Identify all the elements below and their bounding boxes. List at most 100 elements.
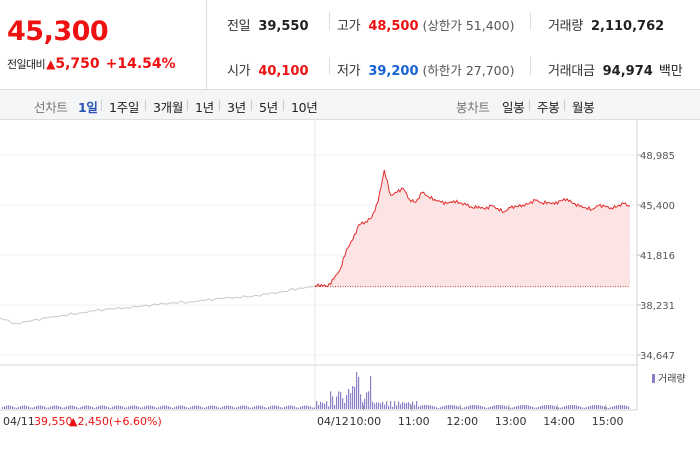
volume-bars bbox=[2, 372, 630, 409]
intraday-price-chart[interactable]: 48,985 45,400 41,816 38,231 34,647 10:00 11:0… bbox=[0, 120, 700, 450]
volume-bar bbox=[214, 405, 216, 409]
volume-bar bbox=[626, 405, 628, 409]
volume-bar bbox=[84, 405, 86, 409]
volume-bar bbox=[552, 405, 554, 409]
volume-bar bbox=[600, 405, 602, 409]
volume-bar bbox=[484, 407, 486, 409]
volume-bar bbox=[264, 407, 266, 409]
volume-bar bbox=[404, 403, 406, 409]
tab-1-week[interactable]: 1주일 bbox=[109, 100, 140, 115]
volume-bar bbox=[218, 407, 220, 409]
volume-bar bbox=[428, 405, 430, 409]
volume-bar bbox=[498, 405, 500, 409]
y-tick-label: 34,647 bbox=[640, 351, 675, 362]
volume-bar bbox=[118, 405, 120, 409]
volume-bar bbox=[126, 407, 128, 409]
volume-bar bbox=[40, 405, 42, 409]
volume-bar bbox=[236, 407, 238, 409]
volume-bar bbox=[480, 405, 482, 409]
volume-bar bbox=[262, 406, 264, 409]
volume-bar bbox=[366, 392, 368, 409]
chart-canvas[interactable]: 48,985 45,400 41,816 38,231 34,647 10:00 11:0… bbox=[0, 120, 700, 450]
volume-bar bbox=[190, 406, 192, 409]
volume-bar bbox=[88, 405, 90, 409]
volume-bar bbox=[72, 405, 74, 409]
volume-bar bbox=[368, 391, 370, 409]
volume-bar bbox=[56, 405, 58, 409]
volume-bar bbox=[392, 406, 394, 409]
volume-bar bbox=[194, 405, 196, 409]
volume-bar bbox=[502, 405, 504, 409]
volume-bar bbox=[228, 405, 230, 409]
volume-bar bbox=[50, 406, 52, 409]
y-axis-labels: 48,985 45,400 41,816 38,231 34,647 bbox=[640, 151, 675, 362]
volume-bar bbox=[30, 407, 32, 409]
volume-bar bbox=[468, 405, 470, 409]
y-tick-label: 48,985 bbox=[640, 151, 675, 162]
tab-1-day[interactable]: 1일 bbox=[78, 100, 98, 115]
volume-bar bbox=[530, 406, 532, 409]
volume-bar bbox=[304, 405, 306, 409]
volume-bar bbox=[90, 406, 92, 409]
volume-bar bbox=[286, 406, 288, 409]
volume-bar bbox=[380, 403, 382, 409]
volume-bar bbox=[390, 401, 392, 409]
volume-bar bbox=[234, 407, 236, 409]
volume-bar bbox=[176, 406, 178, 409]
volume-bar bbox=[296, 407, 298, 409]
volume-bar bbox=[134, 405, 136, 409]
volume-bar bbox=[312, 407, 314, 409]
volume-bar bbox=[384, 404, 386, 409]
volume-bar bbox=[438, 407, 440, 409]
tab-daily-candle[interactable]: 일봉 bbox=[502, 100, 525, 115]
volume-bar bbox=[328, 406, 330, 409]
volume-bar bbox=[66, 406, 68, 409]
tab-monthly-candle[interactable]: 월봉 bbox=[572, 100, 595, 115]
volume-bar bbox=[232, 406, 234, 409]
volume-bar bbox=[522, 405, 524, 409]
volume-bar bbox=[210, 405, 212, 409]
tab-1-year[interactable]: 1년 bbox=[195, 100, 214, 115]
volume-bar bbox=[410, 404, 412, 409]
volume-bar bbox=[280, 407, 282, 409]
volume-bar bbox=[494, 405, 496, 409]
volume-bar bbox=[582, 407, 584, 409]
volume-bar bbox=[184, 406, 186, 409]
volume-bar bbox=[240, 405, 242, 409]
volume-bar bbox=[524, 405, 526, 409]
volume-bar bbox=[374, 403, 376, 409]
tab-3-years[interactable]: 3년 bbox=[227, 100, 246, 115]
volume-bar bbox=[536, 407, 538, 409]
volume-bar bbox=[610, 407, 612, 409]
tab-3-months[interactable]: 3개월 bbox=[153, 100, 184, 115]
volume-bar bbox=[356, 372, 358, 409]
volume-bar bbox=[408, 402, 410, 409]
volume-bar bbox=[586, 407, 588, 409]
volume-bar bbox=[248, 406, 250, 409]
volume-bar bbox=[268, 407, 270, 409]
y-tick-label: 38,231 bbox=[640, 301, 675, 312]
volume-bar bbox=[208, 406, 210, 409]
volume-bar bbox=[114, 406, 116, 409]
price-area bbox=[315, 170, 630, 288]
volume-bar bbox=[44, 406, 46, 409]
volume-bar bbox=[322, 402, 324, 409]
volume-bar bbox=[432, 405, 434, 409]
volume-legend-swatch bbox=[652, 374, 655, 383]
volume-bar bbox=[534, 407, 536, 409]
volume-bar bbox=[594, 405, 596, 409]
tab-10-years[interactable]: 10년 bbox=[291, 100, 318, 115]
volume-bar bbox=[144, 406, 146, 409]
volume-bar bbox=[318, 405, 320, 409]
volume-bar bbox=[276, 405, 278, 409]
volume-bar bbox=[92, 407, 94, 409]
tab-weekly-candle[interactable]: 주봉 bbox=[537, 100, 560, 115]
volume-bar bbox=[64, 407, 66, 409]
volume-bar bbox=[188, 407, 190, 409]
tab-5-years[interactable]: 5년 bbox=[259, 100, 278, 115]
volume-bar bbox=[140, 407, 142, 409]
volume-bar bbox=[68, 405, 70, 409]
volume-bar bbox=[6, 405, 8, 409]
volume-bar bbox=[178, 405, 180, 409]
change-label: 전일대비 bbox=[7, 58, 46, 71]
